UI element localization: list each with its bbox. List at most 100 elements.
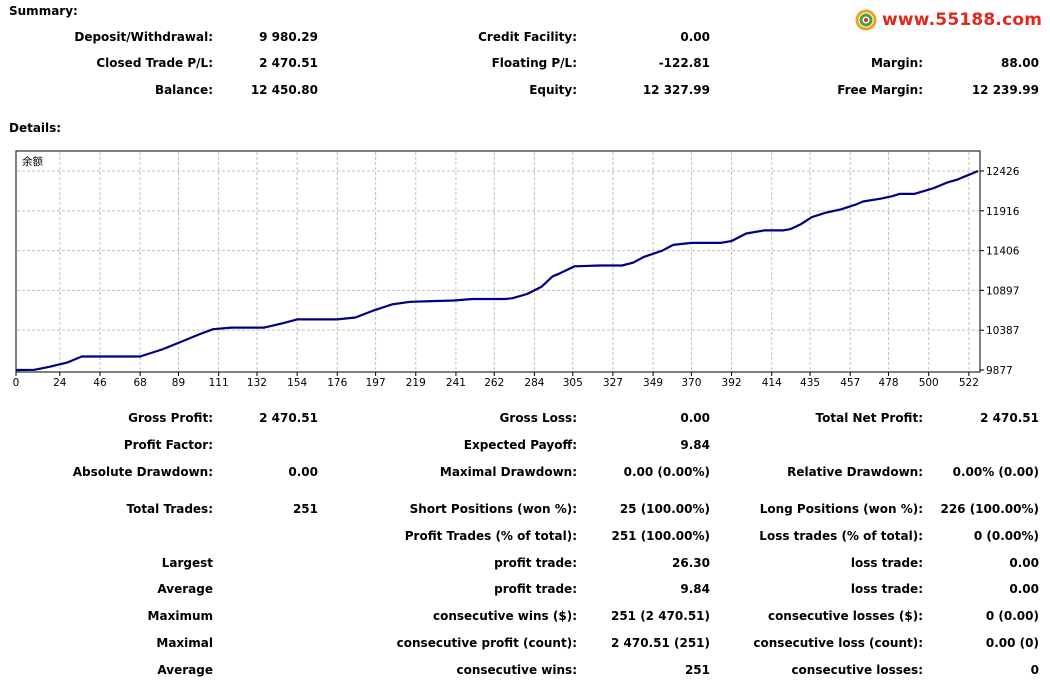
x-tick-label: 478 (879, 377, 899, 389)
x-tick-label: 154 (287, 377, 307, 389)
average-consecutive-wins-label: consecutive wins: (456, 663, 577, 677)
balance-value: 12 450.80 (250, 83, 318, 97)
largest-loss-trade-label: loss trade: (850, 556, 923, 570)
y-tick-label: 10897 (986, 285, 1019, 297)
deposit-withdrawal-label: Deposit/Withdrawal: (74, 30, 213, 44)
expected-payoff-label: Expected Payoff: (463, 438, 577, 452)
y-tick-label: 10387 (986, 325, 1019, 337)
x-tick-label: 284 (524, 377, 544, 389)
gross-loss-value: 0.00 (680, 411, 710, 425)
average-profit-trade-value: 9.84 (680, 582, 710, 596)
x-tick-label: 46 (93, 377, 107, 389)
average-label: Average (157, 582, 213, 596)
x-tick-label: 305 (563, 377, 583, 389)
x-tick-label: 435 (800, 377, 820, 389)
x-tick-label: 68 (133, 377, 146, 389)
short-positions-value: 25 (100.00%) (619, 502, 710, 516)
summary-title: Summary: (9, 4, 78, 18)
max-consecutive-losses-label: consecutive losses ($): (767, 609, 923, 623)
long-positions-value: 226 (100.00%) (940, 502, 1039, 516)
x-tick-label: 522 (959, 377, 979, 389)
chart-title: 余额 (22, 155, 43, 168)
expected-payoff-value: 9.84 (680, 438, 710, 452)
maximal-consecutive-profit-label: consecutive profit (count): (396, 636, 577, 650)
credit-facility-value: 0.00 (680, 30, 710, 44)
relative-drawdown-label: Relative Drawdown: (787, 465, 923, 479)
floating-pl-value: -122.81 (658, 56, 710, 70)
x-tick-label: 197 (366, 377, 386, 389)
balance-label: Balance: (154, 83, 213, 97)
x-tick-label: 370 (681, 377, 701, 389)
gross-profit-label: Gross Profit: (128, 411, 213, 425)
x-tick-label: 414 (762, 377, 782, 389)
maximal-consecutive-profit-value: 2 470.51 (251) (610, 636, 710, 650)
maximum-label: Maximum (147, 609, 213, 623)
average-consecutive-losses-label: consecutive losses: (791, 663, 923, 677)
loss-trades-value: 0 (0.00%) (973, 529, 1039, 543)
chart-x-axis: 0 24 46 68 89 111 132 154 176 197 219 241 262 284 305 3… (13, 372, 979, 389)
chart-grid (17, 152, 979, 371)
equity-value: 12 327.99 (642, 83, 710, 97)
gross-loss-label: Gross Loss: (499, 411, 577, 425)
maximal-drawdown-value: 0.00 (0.00%) (623, 465, 710, 479)
largest-profit-trade-label: profit trade: (494, 556, 577, 570)
absolute-drawdown-label: Absolute Drawdown: (72, 465, 213, 479)
y-tick-label: 12426 (986, 166, 1020, 178)
details-title: Details: (9, 121, 62, 135)
total-net-profit-value: 2 470.51 (980, 411, 1039, 425)
largest-loss-trade-value: 0.00 (1009, 556, 1039, 570)
balance-line (15, 169, 979, 372)
x-tick-label: 24 (53, 377, 67, 389)
long-positions-label: Long Positions (won %): (759, 502, 923, 516)
x-tick-label: 262 (484, 377, 504, 389)
maximal-drawdown-label: Maximal Drawdown: (439, 465, 577, 479)
average-consecutive-losses-value: 0 (1030, 663, 1039, 677)
floating-pl-label: Floating P/L: (491, 56, 577, 70)
x-tick-label: 349 (643, 377, 663, 389)
average-profit-trade-label: profit trade: (494, 582, 577, 596)
average-consecutive-wins-value: 251 (684, 663, 710, 677)
relative-drawdown-value: 0.00% (0.00) (952, 465, 1039, 479)
x-tick-label: 132 (247, 377, 267, 389)
loss-trades-label: Loss trades (% of total): (759, 529, 923, 543)
x-tick-label: 219 (406, 377, 426, 389)
x-tick-label: 111 (209, 377, 229, 389)
max-consecutive-losses-value: 0 (0.00) (985, 609, 1039, 623)
chart-series (15, 169, 979, 372)
total-net-profit-label: Total Net Profit: (815, 411, 923, 425)
maximal-consecutive-loss-value: 0.00 (0) (985, 636, 1039, 650)
max-consecutive-wins-label: consecutive wins ($): (432, 609, 577, 623)
maximal-consecutive-loss-label: consecutive loss (count): (753, 636, 923, 650)
x-tick-label: 327 (603, 377, 623, 389)
x-tick-label: 241 (446, 377, 466, 389)
absolute-drawdown-value: 0.00 (288, 465, 318, 479)
x-tick-label: 457 (840, 377, 860, 389)
y-tick-label: 9877 (986, 365, 1013, 377)
average-loss-trade-label: loss trade: (850, 582, 923, 596)
x-tick-label: 392 (722, 377, 742, 389)
margin-value: 88.00 (1001, 56, 1039, 70)
x-tick-label: 89 (172, 377, 185, 389)
x-tick-label: 0 (13, 377, 20, 389)
average-consec-label: Average (157, 663, 213, 677)
chart-y-axis: 12426 11916 11406 10897 10387 9877 (980, 166, 1020, 377)
y-tick-label: 11406 (986, 246, 1020, 258)
x-tick-label: 176 (327, 377, 347, 389)
total-trades-value: 251 (292, 502, 318, 516)
margin-label: Margin: (870, 56, 923, 70)
y-tick-label: 11916 (986, 206, 1020, 218)
chart-frame (15, 150, 981, 373)
short-positions-label: Short Positions (won %): (409, 502, 577, 516)
deposit-withdrawal-value: 9 980.29 (259, 30, 318, 44)
free-margin-value: 12 239.99 (971, 83, 1039, 97)
logo-icon (855, 9, 877, 31)
equity-label: Equity: (529, 83, 577, 97)
profit-trades-label: Profit Trades (% of total): (404, 529, 577, 543)
x-tick-label: 500 (919, 377, 939, 389)
site-logo: www.55188.com (855, 8, 1042, 32)
balance-chart: 0 24 46 68 89 111 132 154 176 197 219 241 262 284 305 3… (13, 150, 1020, 389)
profit-trades-value: 251 (100.00%) (611, 529, 710, 543)
gross-profit-value: 2 470.51 (259, 411, 318, 425)
average-loss-trade-value: 0.00 (1009, 582, 1039, 596)
closed-trade-pl-label: Closed Trade P/L: (96, 56, 213, 70)
